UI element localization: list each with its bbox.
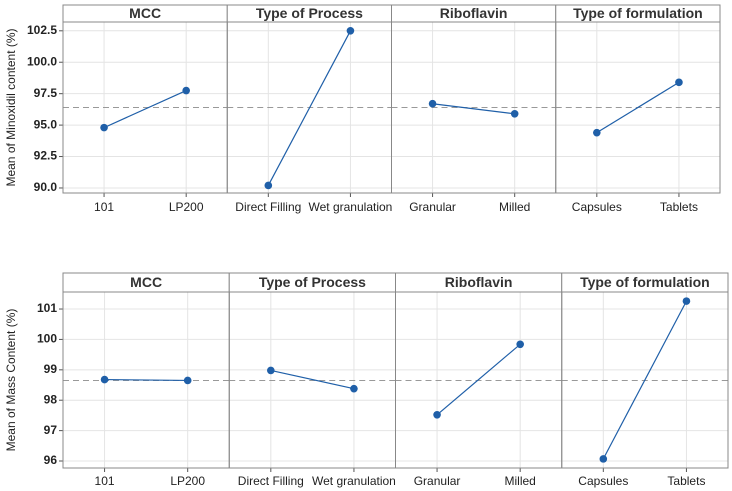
effect-point <box>267 366 275 375</box>
effect-point <box>182 86 190 95</box>
y-tick-label: 95.0 <box>34 117 58 131</box>
panel-title: Type of formulation <box>573 5 703 21</box>
x-tick-label: Capsules <box>572 200 622 214</box>
panel-title: Type of formulation <box>580 274 710 290</box>
effect-point <box>183 376 192 385</box>
effect-point <box>264 181 273 190</box>
effect-point <box>516 340 524 349</box>
x-tick-label: Tablets <box>667 474 705 488</box>
effect-line <box>104 378 188 382</box>
y-tick-label: 90.0 <box>34 180 58 194</box>
x-tick-label: LP200 <box>169 200 204 214</box>
effect-point <box>510 109 519 118</box>
effect-line <box>602 300 687 460</box>
x-tick-label: Tablets <box>660 200 698 214</box>
effect-point <box>100 375 109 384</box>
effect-line <box>436 343 521 416</box>
y-tick-label: 99 <box>44 362 58 376</box>
x-tick-label: Granular <box>409 200 456 214</box>
panel-title: Riboflavin <box>440 5 508 21</box>
x-tick-label: Granular <box>414 474 461 488</box>
x-tick-label: Direct Filling <box>235 200 301 214</box>
panel-title: MCC <box>130 274 162 290</box>
effect-line <box>596 81 680 134</box>
x-tick-label: Capsules <box>578 474 628 488</box>
effect-line <box>103 89 187 129</box>
x-tick-label: Wet granulation <box>312 474 396 488</box>
y-tick-label: 101 <box>37 301 57 315</box>
y-tick-label: 102.5 <box>27 23 57 37</box>
y-tick-label: 100 <box>37 332 57 346</box>
effect-point <box>428 99 437 108</box>
panel-title: Riboflavin <box>445 274 513 290</box>
effect-line <box>270 369 355 390</box>
panel-frame <box>555 21 721 194</box>
effect-point <box>599 455 608 463</box>
effect-point <box>593 128 601 137</box>
x-tick-label: Direct Filling <box>238 474 304 488</box>
effect-point <box>675 78 683 87</box>
y-tick-label: 96 <box>44 453 58 467</box>
y-axis-label: Mean of Minoxidil content (%) <box>4 28 18 186</box>
panel-title: MCC <box>129 5 161 21</box>
y-tick-label: 100.0 <box>27 54 57 68</box>
x-tick-label: 101 <box>95 474 115 488</box>
panel-frame <box>561 291 729 469</box>
x-tick-label: LP200 <box>170 474 205 488</box>
effect-point <box>682 297 691 305</box>
effect-point <box>350 384 358 393</box>
x-tick-label: 101 <box>94 200 114 214</box>
y-tick-label: 98 <box>44 392 58 406</box>
effect-point <box>346 27 355 35</box>
x-tick-label: Milled <box>505 474 536 488</box>
effect-point <box>433 411 441 419</box>
y-tick-label: 97.5 <box>34 86 58 100</box>
effect-line <box>267 30 351 186</box>
y-tick-label: 92.5 <box>34 149 58 163</box>
y-tick-label: 97 <box>44 423 58 437</box>
panel-title: Type of Process <box>259 274 366 290</box>
effect-point <box>100 123 108 132</box>
y-axis-label: Mean of Mass Content (%) <box>4 309 18 452</box>
effect-line <box>432 103 515 115</box>
x-tick-label: Wet granulation <box>309 200 393 214</box>
x-tick-label: Milled <box>499 200 530 214</box>
panel-title: Type of Process <box>256 5 363 21</box>
